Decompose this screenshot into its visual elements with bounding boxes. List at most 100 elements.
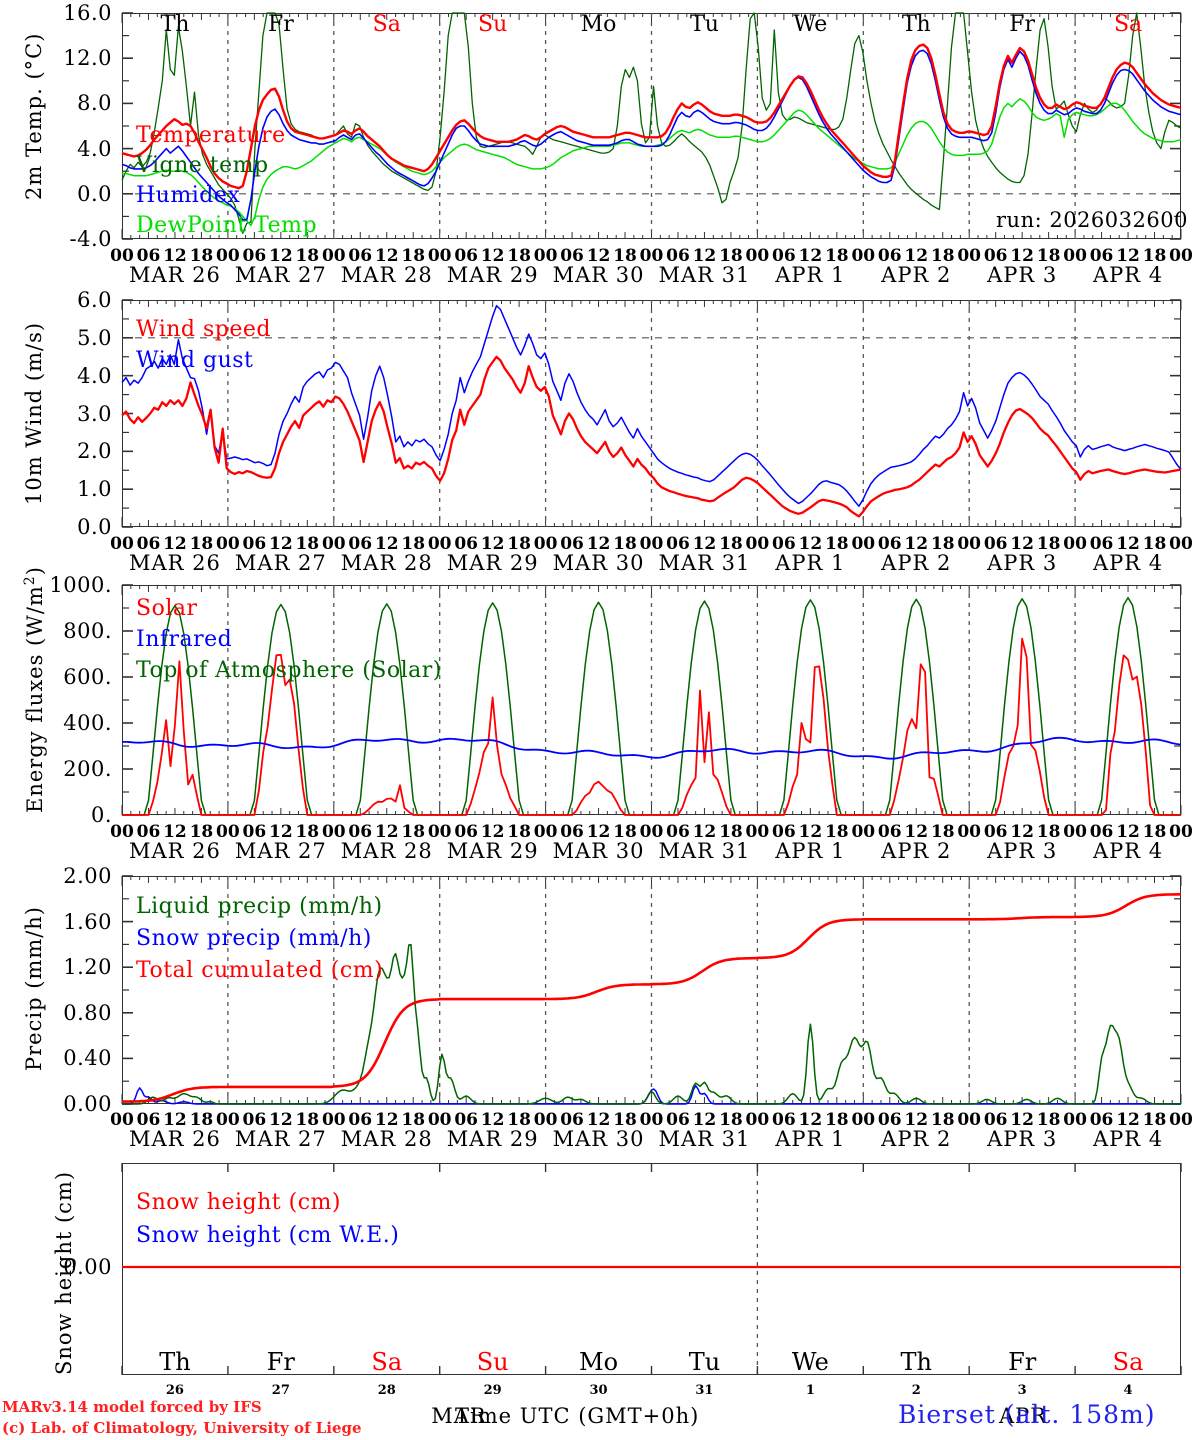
day-of-week-label: Th bbox=[159, 1348, 191, 1376]
day-label: MAR 29 bbox=[446, 1127, 539, 1151]
hour-tick-label: 18 bbox=[1036, 246, 1061, 266]
hour-tick-label: 00 bbox=[745, 534, 770, 554]
hour-tick-label: 18 bbox=[295, 822, 320, 842]
y-tick-label: 1.20 bbox=[63, 955, 112, 980]
y-tick-label: 12.0 bbox=[63, 46, 112, 71]
hour-tick-label: 12 bbox=[374, 534, 399, 554]
hour-tick-label: 00 bbox=[533, 1110, 558, 1130]
day-of-week-label: Sa bbox=[372, 12, 401, 37]
site-label: Bierset (alt. 158m) bbox=[898, 1400, 1156, 1429]
day-label: APR 1 bbox=[775, 551, 846, 575]
hour-tick-label: 12 bbox=[163, 246, 187, 266]
day-label: APR 3 bbox=[987, 263, 1058, 287]
hour-tick-label: 12 bbox=[269, 822, 293, 842]
hour-tick-label: 18 bbox=[613, 534, 637, 554]
hour-tick-label: 12 bbox=[904, 822, 929, 842]
hour-tick-label: 00 bbox=[1169, 822, 1193, 842]
hour-tick-label: 00 bbox=[110, 822, 134, 842]
hour-tick-label: 00 bbox=[1169, 246, 1193, 266]
day-label: APR 3 bbox=[987, 1127, 1058, 1151]
day-number-label: 28 bbox=[377, 1383, 396, 1398]
legend-entry: Liquid precip (mm/h) bbox=[136, 894, 383, 919]
hour-tick-label: 00 bbox=[957, 246, 982, 266]
hour-tick-label: 18 bbox=[507, 822, 531, 842]
hour-tick-label: 18 bbox=[1142, 1110, 1167, 1130]
hour-tick-label: 18 bbox=[824, 1110, 849, 1130]
day-label: MAR 31 bbox=[658, 839, 751, 863]
hour-tick-label: 00 bbox=[1063, 822, 1087, 842]
hour-tick-label: 12 bbox=[1010, 1110, 1034, 1130]
hour-tick-label: 00 bbox=[851, 534, 876, 554]
run-label: run: 2026032600 bbox=[996, 208, 1188, 232]
hour-tick-label: 06 bbox=[454, 1110, 479, 1130]
day-label: MAR 26 bbox=[128, 263, 221, 287]
hour-tick-label: 00 bbox=[427, 822, 452, 842]
y-tick-label: 4.0 bbox=[77, 363, 112, 388]
day-number-label: 27 bbox=[271, 1383, 290, 1398]
y-tick-label: 1.60 bbox=[63, 909, 112, 934]
hour-tick-label: 00 bbox=[745, 822, 770, 842]
hour-tick-label: 18 bbox=[295, 1110, 320, 1130]
hour-tick-label: 12 bbox=[480, 534, 505, 554]
hour-tick-label: 18 bbox=[613, 822, 637, 842]
temperature-chart-svg bbox=[121, 12, 1182, 240]
hour-tick-label: 18 bbox=[719, 246, 743, 266]
legend-entry: Temperature bbox=[136, 123, 286, 148]
y-tick-label: 2.0 bbox=[77, 439, 112, 464]
hour-tick-label: 12 bbox=[1116, 246, 1140, 266]
day-of-week-label: We bbox=[793, 12, 828, 37]
day-number-label: 4 bbox=[1123, 1383, 1133, 1398]
hour-tick-label: 06 bbox=[1089, 822, 1114, 842]
hour-tick-label: 06 bbox=[772, 822, 796, 842]
hour-tick-label: 12 bbox=[586, 822, 611, 842]
hour-tick-label: 06 bbox=[877, 534, 902, 554]
y-tick-label: 0.00 bbox=[63, 1092, 112, 1116]
day-number-label: 29 bbox=[483, 1383, 502, 1398]
hour-tick-label: 18 bbox=[824, 534, 849, 554]
y-tick-label: 0.40 bbox=[63, 1046, 112, 1071]
day-of-week-label: Sa bbox=[371, 1348, 403, 1376]
data-series-line bbox=[121, 12, 1182, 234]
hour-tick-label: 18 bbox=[1142, 246, 1167, 266]
wind-chart-svg bbox=[121, 299, 1182, 528]
hour-tick-label: 18 bbox=[824, 246, 849, 266]
hour-tick-label: 06 bbox=[348, 1110, 373, 1130]
day-label: MAR 26 bbox=[128, 1127, 221, 1151]
hour-tick-label: 00 bbox=[851, 246, 876, 266]
hour-tick-label: 06 bbox=[560, 246, 584, 266]
hour-tick-label: 12 bbox=[904, 1110, 929, 1130]
y-tick-label: 1.0 bbox=[77, 477, 112, 502]
day-of-week-label: Tu bbox=[688, 1348, 721, 1376]
hour-tick-label: 00 bbox=[321, 534, 346, 554]
hour-tick-label: 00 bbox=[851, 1110, 876, 1130]
day-label: MAR 27 bbox=[234, 551, 327, 575]
legend-entry: Snow height (cm W.E.) bbox=[136, 1223, 400, 1248]
hour-tick-label: 00 bbox=[216, 246, 240, 266]
hour-tick-label: 00 bbox=[216, 534, 240, 554]
hour-tick-label: 18 bbox=[189, 1110, 214, 1130]
hour-tick-label: 12 bbox=[692, 822, 717, 842]
footer-copyright: (c) Lab. of Climatology, University of L… bbox=[2, 1419, 362, 1437]
hour-tick-label: 00 bbox=[427, 1110, 452, 1130]
precip-chart-svg bbox=[121, 875, 1182, 1105]
day-of-week-label: Fr bbox=[1009, 12, 1036, 37]
day-of-week-label: Tu bbox=[690, 12, 719, 37]
hour-tick-label: 00 bbox=[957, 822, 982, 842]
hour-tick-label: 12 bbox=[163, 822, 187, 842]
hour-tick-label: 18 bbox=[719, 1110, 743, 1130]
hour-tick-label: 00 bbox=[321, 246, 346, 266]
hour-tick-label: 18 bbox=[824, 822, 849, 842]
hour-tick-label: 06 bbox=[983, 1110, 1008, 1130]
hour-tick-label: 18 bbox=[295, 534, 320, 554]
hour-tick-label: 18 bbox=[401, 534, 426, 554]
hour-tick-label: 00 bbox=[321, 1110, 346, 1130]
data-series-line bbox=[121, 355, 1182, 518]
hour-tick-label: 06 bbox=[242, 534, 267, 554]
day-label: APR 1 bbox=[775, 1127, 846, 1151]
data-series-line bbox=[122, 892, 1181, 1103]
day-label: APR 2 bbox=[881, 1127, 952, 1151]
hour-tick-label: 12 bbox=[1010, 246, 1034, 266]
hour-tick-label: 06 bbox=[348, 246, 373, 266]
hour-tick-label: 06 bbox=[877, 822, 902, 842]
hour-tick-label: 00 bbox=[427, 246, 452, 266]
